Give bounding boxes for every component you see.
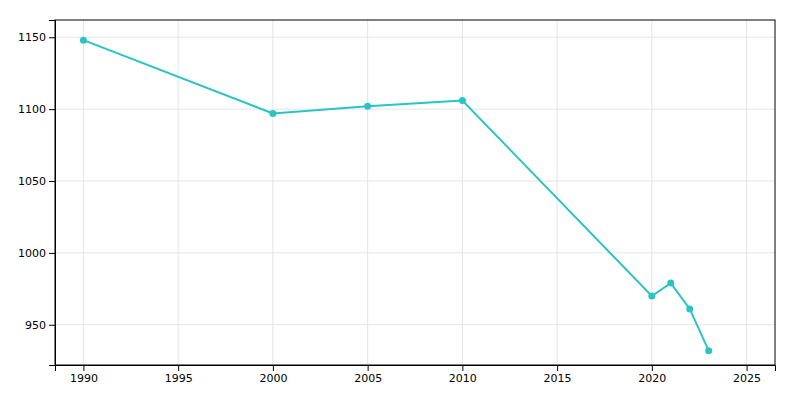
- tick-mark: [462, 365, 463, 371]
- tick-label: 2000: [259, 372, 287, 385]
- point: [648, 293, 655, 300]
- tick: 1995: [165, 365, 193, 385]
- point: [364, 103, 371, 110]
- tick-label: 1050: [18, 175, 46, 188]
- tick-label: 950: [25, 319, 46, 332]
- tick-mark: [747, 365, 748, 371]
- grid-line-x: [557, 20, 558, 365]
- grid-line-y: [55, 324, 775, 325]
- tick: 1000: [18, 247, 55, 260]
- grid-line-x: [83, 20, 84, 365]
- tick-label: 1100: [18, 103, 46, 116]
- tick-mark: [652, 365, 653, 371]
- grid-line-y: [55, 109, 775, 110]
- tick: 2020: [638, 365, 666, 385]
- tick-mark: [49, 325, 55, 326]
- tick: 2025: [733, 365, 761, 385]
- tick-mark: [273, 365, 274, 371]
- tick-mark: [368, 365, 369, 371]
- tick-mark: [49, 253, 55, 254]
- tick-label: 1995: [165, 372, 193, 385]
- tick-mark: [49, 181, 55, 182]
- grid: [55, 20, 775, 365]
- marks: [80, 37, 712, 355]
- grid-line-y: [55, 181, 775, 182]
- tick-label: 1990: [70, 372, 98, 385]
- grid-line-y: [55, 37, 775, 38]
- tick: 950: [25, 319, 55, 332]
- tick-label: 2025: [733, 372, 761, 385]
- grid-line-x: [462, 20, 463, 365]
- tick-label: 2020: [638, 372, 666, 385]
- point: [269, 110, 276, 117]
- point: [459, 97, 466, 104]
- x-axis: 1990 1995 2000 2005 2010 2015 2020 2025: [56, 365, 776, 385]
- tick-mark: [49, 109, 55, 110]
- tick: 1100: [18, 103, 55, 116]
- tick: 1150: [18, 31, 55, 44]
- plot-area: 1990 1995 2000 2005 2010 2015 2020 2025 950 1000 1…: [18, 20, 776, 385]
- grid-line-x: [367, 20, 368, 365]
- tick-mark: [557, 365, 558, 371]
- tick-label: 2015: [544, 372, 572, 385]
- point: [705, 347, 712, 354]
- tick-label: 2005: [354, 372, 382, 385]
- grid-line-x: [651, 20, 652, 365]
- tick: 2010: [449, 365, 477, 385]
- point: [686, 305, 693, 312]
- tick: 1050: [18, 175, 55, 188]
- grid-line-x: [746, 20, 747, 365]
- grid-line-y: [55, 252, 775, 253]
- tick-mark: [178, 365, 179, 371]
- point: [80, 37, 87, 44]
- chart: 1990 1995 2000 2005 2010 2015 2020 2025 950 1000 1…: [0, 0, 800, 400]
- grid-line-x: [272, 20, 273, 365]
- tick-mark: [49, 37, 55, 38]
- tick: 1990: [70, 365, 98, 385]
- grid-line-x: [178, 20, 179, 365]
- tick: 2015: [544, 365, 572, 385]
- tick-mark: [83, 365, 84, 371]
- y-axis: 950 1000 1050 1100 1150: [18, 21, 56, 366]
- point: [667, 280, 674, 287]
- tick: 2000: [259, 365, 287, 385]
- tick-label: 1000: [18, 247, 46, 260]
- plot-frame: [55, 20, 775, 365]
- line: [83, 40, 708, 351]
- tick-label: 2010: [449, 372, 477, 385]
- tick: 2005: [354, 365, 382, 385]
- tick-label: 1150: [18, 31, 46, 44]
- axis-line: [56, 366, 776, 372]
